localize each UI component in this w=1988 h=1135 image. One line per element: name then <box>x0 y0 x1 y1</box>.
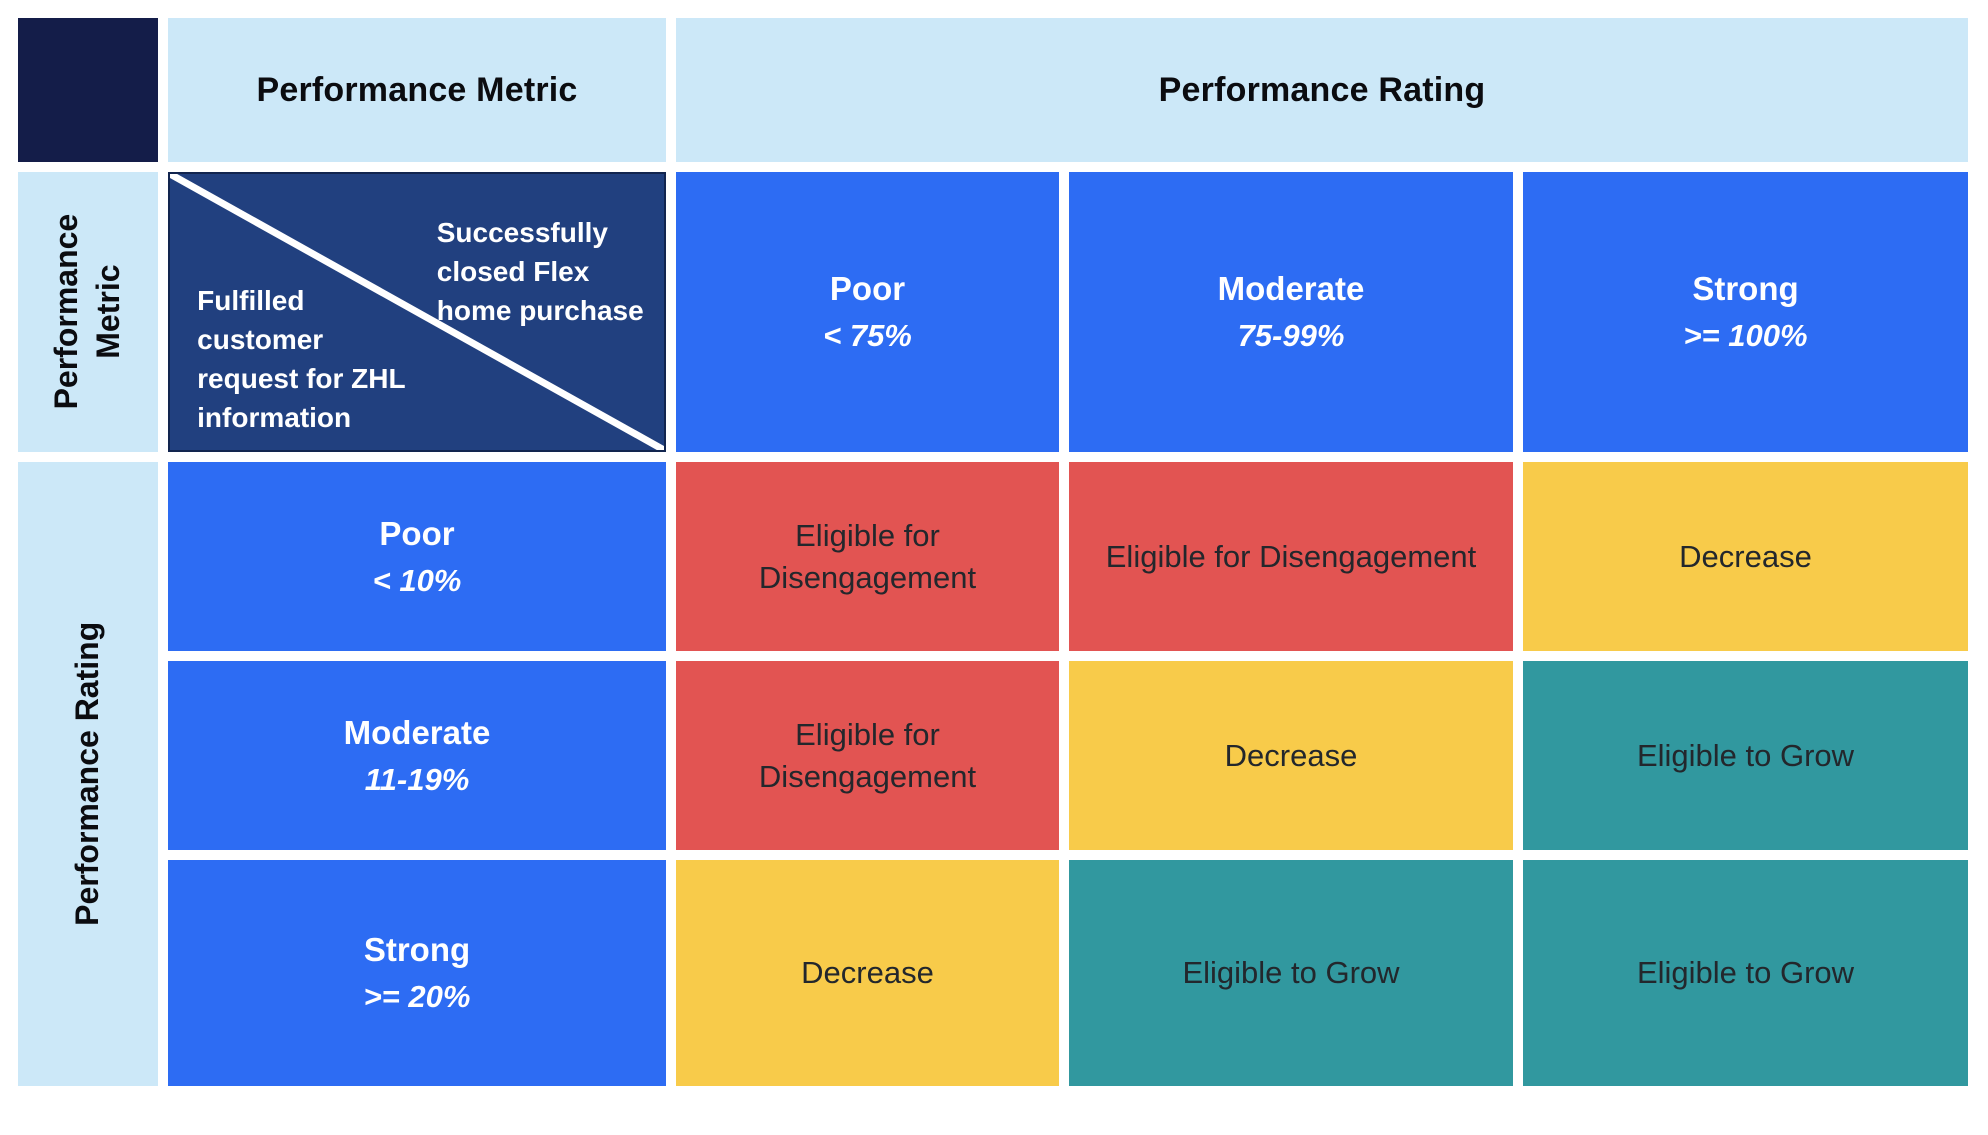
performance-metric-header-label: Performance Metric <box>256 70 578 109</box>
column-name: Strong <box>1692 270 1799 307</box>
metric-definition-cell: Successfully closed Flex home purchase F… <box>168 172 666 452</box>
matrix-cell-1-0: Eligible for Disengagement <box>676 661 1059 850</box>
matrix-cell-0-0: Eligible for Disengagement <box>676 462 1059 651</box>
column-name: Poor <box>829 270 906 307</box>
matrix-cell-1-2: Eligible to Grow <box>1523 661 1968 850</box>
column-range: 75-99% <box>1237 318 1345 353</box>
metric-column-axis-line: home purchase <box>436 295 644 326</box>
matrix-cell-2-2: Eligible to Grow <box>1523 860 1968 1086</box>
metric-column-axis-line: closed Flex <box>436 255 590 287</box>
metric-column-axis-description: Successfully closed Flex home purchase <box>437 213 644 331</box>
metric-row-axis-description: Fulfilled customer request for ZHL infor… <box>197 281 405 438</box>
row-header-strong: Strong >= 20% <box>168 860 666 1086</box>
corner-spacer <box>18 18 158 162</box>
column-header-strong: Strong >= 100% <box>1523 172 1968 452</box>
row-name: Strong <box>363 931 471 968</box>
metric-row-axis-line: Fulfilled <box>197 284 305 316</box>
matrix-cell-2-0: Decrease <box>676 860 1059 1086</box>
row-header-poor: Poor < 10% <box>168 462 666 651</box>
row-range: < 10% <box>372 562 462 598</box>
column-header-moderate: Moderate 75-99% <box>1069 172 1513 452</box>
row-range: 11-19% <box>364 761 470 797</box>
metric-column-axis-line: Successfully <box>436 216 608 248</box>
matrix-cell-1-1: Decrease <box>1069 661 1513 850</box>
row-name: Moderate <box>343 713 491 751</box>
rating-axis-text: Performance Rating <box>69 621 106 927</box>
metric-axis-line-1: Performance <box>48 214 85 410</box>
diagonal-divider-line <box>170 174 664 450</box>
metric-row-axis-line: customer <box>197 324 324 356</box>
matrix-cell-0-2: Decrease <box>1523 462 1968 651</box>
performance-rating-axis-label: Performance Rating <box>18 462 158 1086</box>
column-range: >= 100% <box>1683 318 1808 353</box>
row-header-moderate: Moderate 11-19% <box>168 661 666 850</box>
performance-metric-axis-label: Performance Metric <box>18 172 158 452</box>
performance-rating-header: Performance Rating <box>676 18 1968 162</box>
matrix-cell-2-1: Eligible to Grow <box>1069 860 1513 1086</box>
performance-metric-header: Performance Metric <box>168 18 666 162</box>
row-range: >= 20% <box>363 979 471 1014</box>
matrix-grid: Performance Metric Performance Rating Pe… <box>18 18 1968 1086</box>
metric-row-axis-line: request for ZHL <box>197 363 406 395</box>
column-name: Moderate <box>1217 270 1365 307</box>
metric-axis-line-2: Metric <box>90 264 127 360</box>
metric-row-axis-line: information <box>197 402 352 434</box>
performance-rating-header-label: Performance Rating <box>1158 70 1486 109</box>
column-header-poor: Poor < 75% <box>676 172 1059 452</box>
row-name: Poor <box>379 514 455 552</box>
matrix-cell-0-1: Eligible for Disengagement <box>1069 462 1513 651</box>
column-range: < 75% <box>823 318 912 353</box>
